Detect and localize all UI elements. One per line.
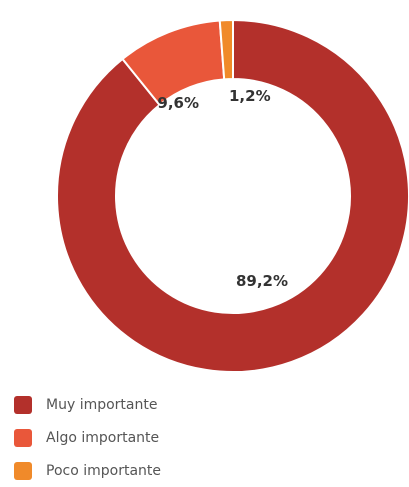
legend-label-algo-importante: Algo importante: [46, 429, 160, 446]
slice-group: [56, 18, 409, 373]
legend: Muy importante Algo importante Poco impo…: [14, 388, 161, 487]
legend-item-muy-importante: Muy importante: [14, 388, 161, 421]
legend-item-algo-importante: Algo importante: [14, 421, 161, 454]
value-label-algo-importante: 9,6%: [157, 94, 199, 112]
legend-item-poco-importante: Poco importante: [14, 454, 161, 487]
legend-label-muy-importante: Muy importante: [46, 396, 158, 413]
legend-swatch-poco-importante: [14, 461, 32, 480]
value-label-muy-importante: 89,2%: [236, 272, 288, 290]
legend-swatch-muy-importante: [14, 395, 32, 414]
value-label-poco-importante: 1,2%: [229, 87, 271, 105]
legend-swatch-algo-importante: [14, 428, 32, 447]
label-group: 89,2% 9,6% 1,2%: [157, 87, 288, 290]
slice-poco-importante: [218, 18, 234, 81]
slice-muy-importante: [56, 18, 409, 373]
donut-chart: 89,2% 9,6% 1,2%: [56, 18, 409, 373]
legend-label-poco-importante: Poco importante: [46, 462, 162, 479]
